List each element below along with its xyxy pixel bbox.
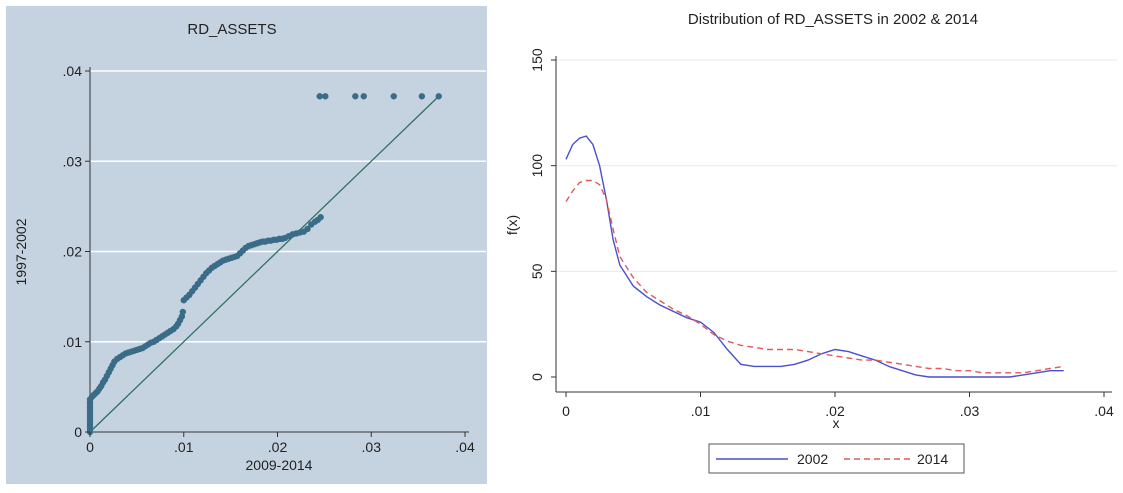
qq-point [179, 308, 187, 316]
legend-box [708, 443, 965, 474]
density-x-tick-label: .01 [691, 403, 711, 419]
qq-plot-panel: 0 .01 .02 .03 .04 0 .01 .02 .03 .04 RD_ASSETS 20… [6, 6, 487, 484]
qq-reference-line [89, 95, 440, 433]
density-x-tick-label: 0 [562, 403, 570, 419]
qq-x-tick-label: 0 [86, 439, 94, 455]
qq-y-tick-label: .01 [63, 334, 83, 350]
density-y-tick-label: 150 [529, 48, 545, 72]
qq-point [322, 93, 329, 100]
density-x-tick-label: .03 [960, 403, 980, 419]
density-series-lines [565, 135, 1064, 378]
qq-y-tick-label: .02 [63, 244, 83, 260]
density-axes [555, 56, 1112, 393]
qq-point [435, 93, 442, 100]
qq-x-tick-labels: 0 .01 .02 .03 .04 [86, 432, 475, 455]
qq-point [360, 93, 367, 100]
qq-x-axis-label: 2009-2014 [246, 457, 313, 473]
qq-y-tick-labels: 0 .01 .02 .03 .04 [63, 63, 90, 440]
density-y-tick-labels: 0 50 100 150 [529, 48, 556, 381]
density-x-tick-label: .04 [1094, 403, 1114, 419]
density-plot-background [492, 6, 1119, 484]
qq-x-tick-label: .04 [455, 439, 475, 455]
legend-label-2002: 2002 [797, 451, 828, 467]
qq-point [418, 93, 426, 100]
density-plot-panel: 0 .01 .02 .03 .04 0 50 100 150 Distribution of … [492, 6, 1119, 484]
qq-point [352, 93, 359, 100]
density-y-axis-label: f(x) [504, 215, 520, 235]
qq-axes [89, 67, 469, 433]
density-x-tick-label: .02 [825, 403, 845, 419]
qq-x-tick-label: .02 [268, 439, 288, 455]
qq-y-axis-label: 1997-2002 [13, 218, 29, 285]
qq-y-tick-label: .04 [63, 63, 83, 79]
density-line-2002 [565, 135, 1064, 378]
qq-point [304, 225, 311, 233]
qq-chart-title: RD_ASSETS [187, 21, 276, 38]
qq-y-tick-label: .03 [63, 153, 83, 169]
density-legend: 2002 2014 [708, 443, 965, 474]
qq-point [317, 214, 324, 221]
density-y-tick-label: 100 [529, 154, 545, 178]
qq-diagonal-line [89, 95, 440, 433]
qq-point [390, 93, 397, 100]
qq-points [86, 93, 442, 436]
qq-x-tick-label: .01 [174, 439, 194, 455]
qq-x-tick-label: .03 [362, 439, 382, 455]
density-x-axis-label: x [833, 415, 840, 431]
density-line-2014 [565, 179, 1064, 374]
density-chart-title: Distribution of RD_ASSETS in 2002 & 2014 [688, 11, 978, 28]
density-y-tick-label: 50 [529, 263, 545, 279]
qq-y-tick-label: 0 [74, 424, 82, 440]
density-gridlines [556, 59, 1117, 272]
density-y-tick-label: 0 [529, 373, 545, 381]
legend-label-2014: 2014 [917, 451, 948, 467]
density-x-tick-labels: 0 .01 .02 .03 .04 [562, 392, 1114, 419]
qq-point [316, 93, 323, 100]
